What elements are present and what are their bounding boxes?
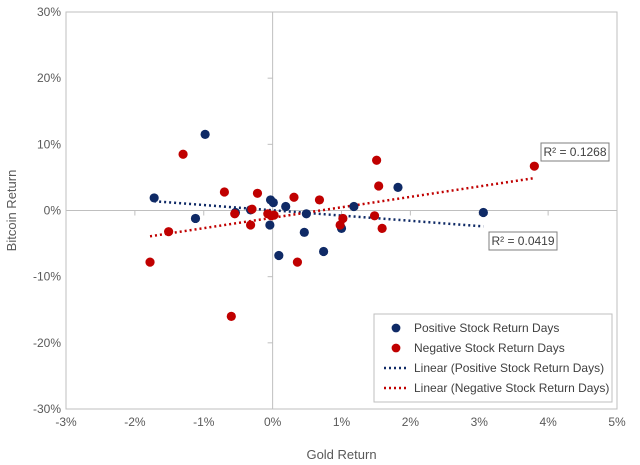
r2-label-box [488,231,558,251]
point-negative-day [374,181,384,191]
point-positive-day [200,129,210,140]
y-tick-label: 30% [37,5,61,19]
y-axis-title: Bitcoin Return [4,170,19,252]
point-negative-day [292,257,303,267]
y-tick-label: 20% [37,71,61,85]
x-tick-label: 0% [264,415,282,429]
y-tick-label: -30% [33,402,61,416]
point-positive-day [301,209,311,219]
point-negative-day [338,213,348,224]
point-negative-day [289,192,299,202]
x-tick-label: -2% [124,415,146,429]
x-tick-label: -1% [193,415,215,429]
point-positive-day [349,201,359,212]
point-negative-day [164,227,174,237]
point-positive-day [393,182,403,192]
legend-box [373,313,613,403]
legend-entry-positive-marker [391,323,401,333]
point-negative-day [369,211,380,221]
point-positive-day [318,246,329,257]
point-negative-day [145,257,155,267]
point-positive-day [274,250,284,261]
y-tick-label: 0% [44,204,62,218]
legend-entry-trend-positive-label: Linear (Positive Stock Return Days) [414,361,604,375]
legend-entry-negative-marker [391,343,401,353]
point-negative-day [245,220,256,230]
point-negative-day [529,161,539,171]
point-positive-day [299,227,309,237]
r-squared-labels: R² = 0.0419 R² = 0.1268 [488,142,610,251]
data-points [145,129,539,321]
legend-entry-negative-label: Negative Stock Return Days [414,341,565,355]
x-tick-label: -3% [55,415,77,429]
y-tick-label: -10% [33,270,61,284]
r2-label-box [540,142,610,162]
point-negative-day [230,209,240,219]
x-tick-label: 3% [471,415,489,429]
axes: -3% -2% -1% 0% 1% 2% 3% 4% 5% -30% -20% -10% 0% 10% 20… [33,5,626,429]
r2-label: R² = 0.0419 [491,234,554,248]
trendlines [149,176,535,238]
legend-entry-positive-label: Positive Stock Return Days [414,321,559,335]
x-tick-label: 5% [608,415,626,429]
point-negative-day [269,210,279,220]
point-positive-day [190,213,201,224]
point-positive-day [268,197,278,208]
y-tick-label: 10% [37,137,61,151]
point-negative-day [252,188,263,198]
trendline-positive [154,199,484,228]
point-negative-day [377,223,387,233]
x-tick-label: 1% [333,415,351,429]
point-positive-day [281,201,291,212]
point-negative-day [219,187,230,197]
point-negative-day [226,311,236,321]
point-positive-day [265,220,275,230]
point-negative-day [178,149,188,159]
r2-label: R² = 0.1268 [543,145,606,159]
x-axis-title: Gold Return [306,447,376,462]
point-positive-day [149,193,159,203]
y-tick-label: -20% [33,336,61,350]
x-tick-label: 4% [539,415,557,429]
x-tick-label: 2% [402,415,420,429]
point-negative-day [314,195,325,205]
point-negative-day [372,155,382,165]
legend-entry-trend-negative-label: Linear (Negative Stock Return Days) [414,381,609,395]
point-negative-day [247,204,257,214]
legend: Positive Stock Return Days Negative Stock… [373,313,613,403]
point-positive-day [478,207,488,218]
